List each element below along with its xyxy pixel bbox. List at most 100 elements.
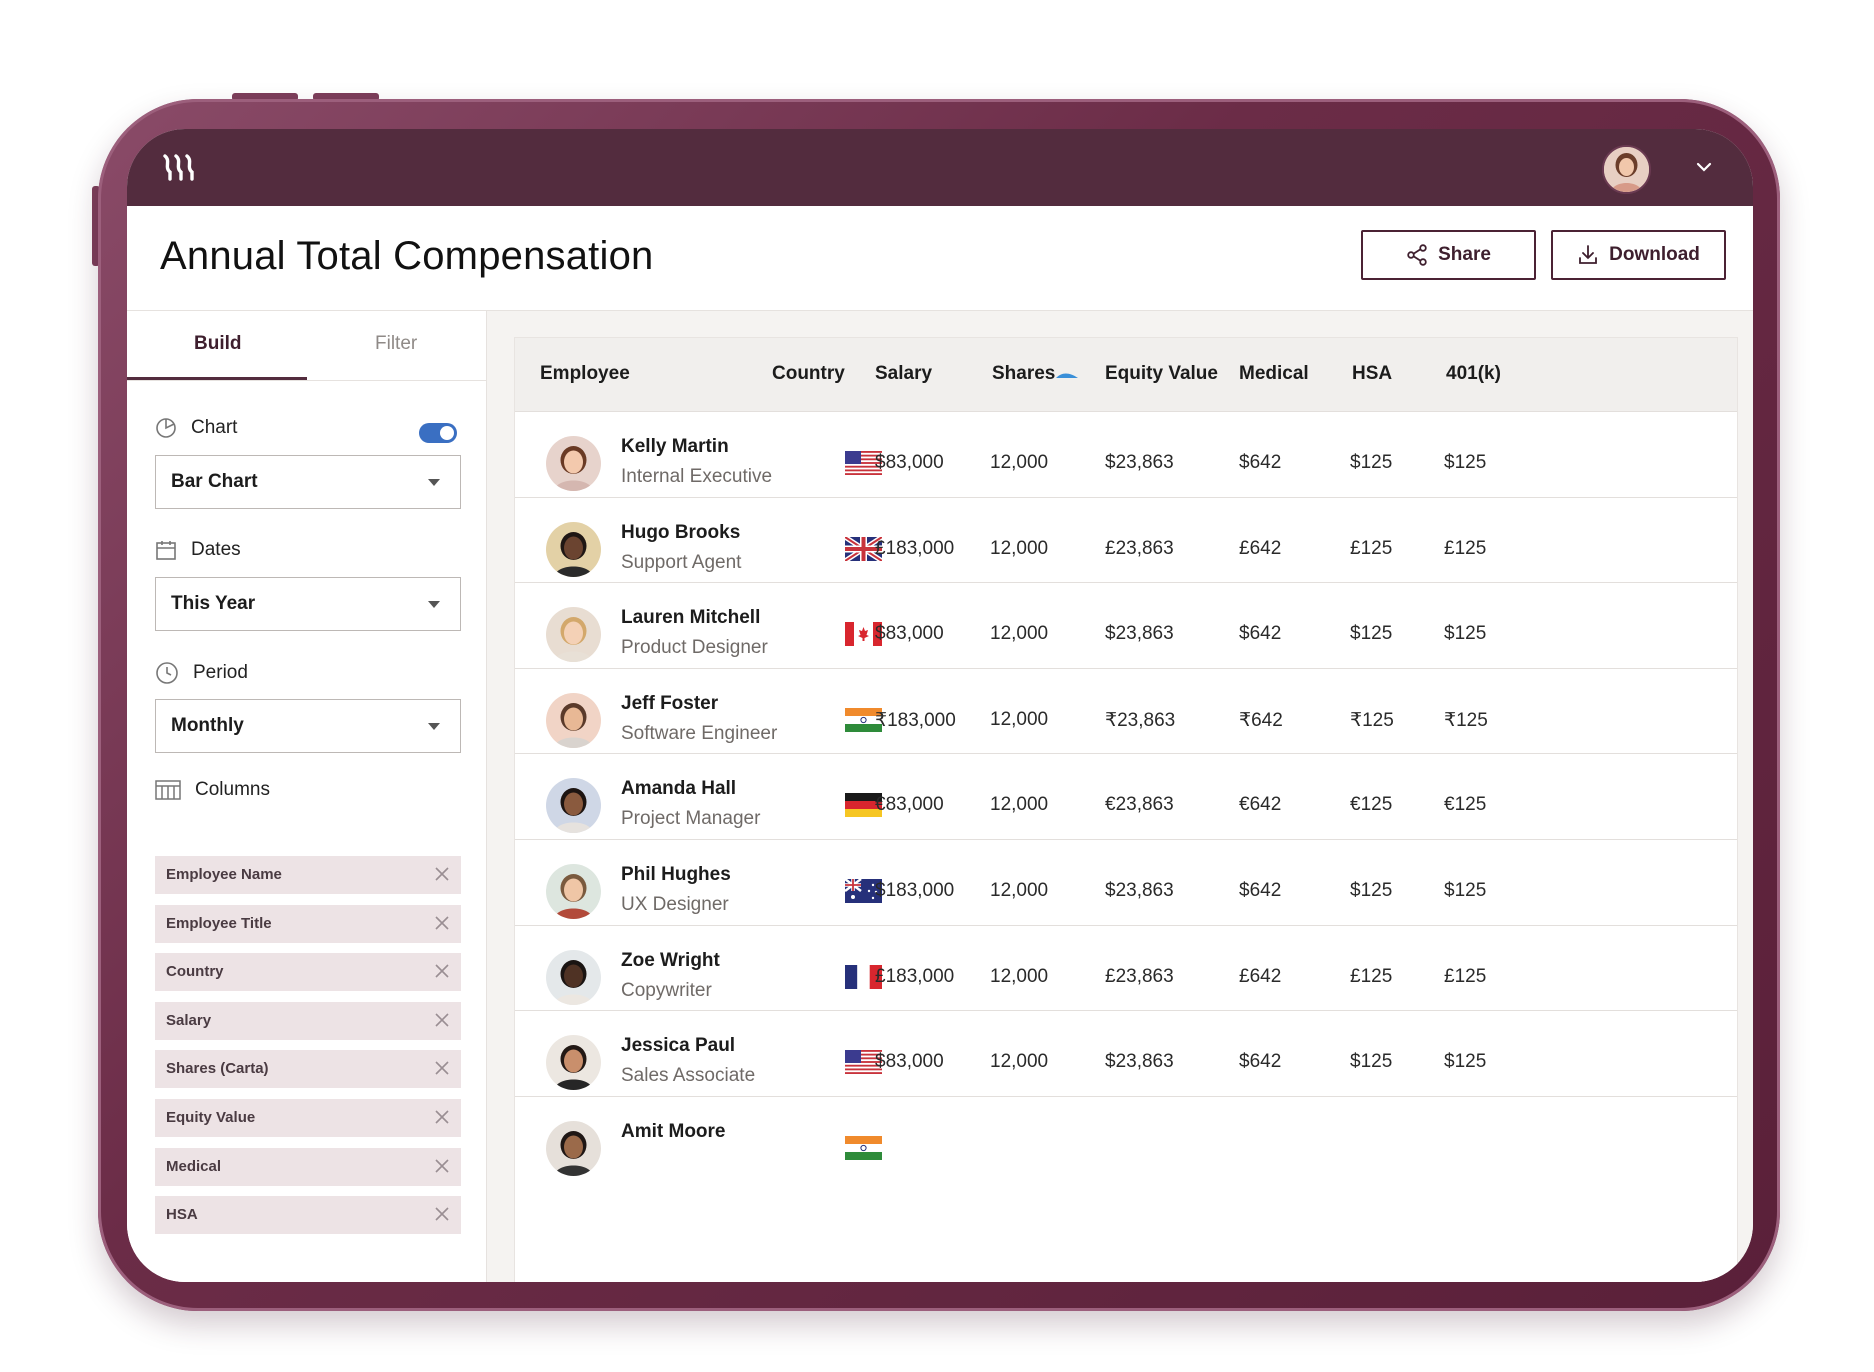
- remove-column-icon[interactable]: [435, 1207, 449, 1221]
- page-title: Annual Total Compensation: [160, 234, 654, 278]
- 401k-cell: $125: [1444, 452, 1487, 473]
- chart-toggle[interactable]: [419, 423, 457, 443]
- chart-type-value: Bar Chart: [171, 471, 258, 492]
- medical-cell: $642: [1239, 623, 1282, 645]
- employee-title: Product Designer: [621, 637, 768, 659]
- column-header-hsa[interactable]: HSA: [1352, 363, 1393, 384]
- person-avatar-icon: [546, 864, 601, 919]
- person-avatar-icon: [546, 607, 601, 663]
- dates-select[interactable]: This Year: [155, 577, 461, 631]
- column-header-shares[interactable]: Shares: [992, 363, 1056, 384]
- table-row[interactable]: Phil Hughes UX Designer $183,000 12,000 $23,…: [515, 839, 1737, 943]
- remove-column-icon[interactable]: [435, 916, 449, 930]
- top-navigation-bar: [127, 129, 1753, 206]
- 401k-cell: $125: [1444, 880, 1487, 901]
- employee-name[interactable]: Amanda Hall: [621, 778, 737, 800]
- person-avatar-icon: [546, 778, 601, 834]
- table-row[interactable]: Zoe Wright Copywriter £183,000 12,000 £23,86…: [515, 924, 1737, 1029]
- equity-value-cell: $23,863: [1105, 880, 1174, 901]
- flag-ca-icon: [845, 622, 882, 647]
- column-chip-label: Employee Title: [166, 914, 272, 932]
- person-avatar-icon: [546, 949, 601, 1005]
- employee-name[interactable]: Lauren Mitchell: [621, 607, 761, 629]
- employee-title: Support Agent: [621, 551, 742, 573]
- columns-section-label: Columns: [155, 779, 270, 801]
- 401k-cell: €125: [1444, 794, 1487, 816]
- caret-down-icon: [428, 723, 440, 730]
- flag-in-icon: [845, 707, 882, 732]
- period-select[interactable]: Monthly: [155, 699, 461, 753]
- period-section-label: Period: [155, 661, 248, 685]
- dates-label: Dates: [191, 539, 241, 560]
- column-header-equity-value[interactable]: Equity Value: [1105, 363, 1218, 384]
- employee-title: Copywriter: [621, 979, 712, 1001]
- flag-au-icon: [845, 879, 882, 903]
- table-row[interactable]: Jeff Foster Software Engineer ₹183,000 12,0…: [515, 667, 1737, 772]
- table-row[interactable]: Amit Moore: [515, 1095, 1737, 1200]
- 401k-cell: $125: [1444, 1051, 1487, 1073]
- column-header-employee[interactable]: Employee: [540, 363, 630, 384]
- remove-column-icon[interactable]: [435, 1159, 449, 1173]
- shares-cell: 12,000: [990, 537, 1049, 559]
- shares-cell: 12,000: [990, 794, 1049, 816]
- equity-value-cell: ₹23,863: [1105, 709, 1176, 731]
- hsa-cell: €125: [1350, 794, 1393, 816]
- remove-column-icon[interactable]: [435, 1013, 449, 1027]
- chevron-down-icon[interactable]: [1695, 155, 1713, 179]
- employee-name[interactable]: Zoe Wright: [621, 949, 720, 971]
- column-header-country[interactable]: Country: [772, 363, 845, 384]
- hsa-cell: $125: [1350, 1051, 1393, 1073]
- download-button[interactable]: Download: [1551, 230, 1726, 280]
- table-row[interactable]: Jessica Paul Sales Associate $83,000 12,000…: [515, 1010, 1737, 1114]
- employee-name[interactable]: Kelly Martin: [621, 436, 729, 457]
- table-row[interactable]: Amanda Hall Project Manager €83,000 12,000 €…: [515, 753, 1737, 857]
- remove-column-icon[interactable]: [435, 1110, 449, 1124]
- 401k-cell: $125: [1444, 623, 1487, 645]
- column-header-medical[interactable]: Medical: [1239, 363, 1309, 384]
- shares-cell: 12,000: [990, 1051, 1049, 1073]
- hsa-cell: £125: [1350, 537, 1393, 559]
- chart-label: Chart: [191, 417, 238, 438]
- person-avatar-icon: [546, 1035, 601, 1091]
- device-button: [92, 186, 100, 266]
- column-chip: Country: [155, 953, 461, 992]
- hsa-cell: £125: [1350, 965, 1393, 987]
- dates-section-label: Dates: [155, 539, 241, 561]
- medical-cell: $642: [1239, 1051, 1282, 1073]
- remove-column-icon[interactable]: [435, 1061, 449, 1075]
- column-chip: Shares (Carta): [155, 1050, 461, 1089]
- clock-icon: [156, 662, 178, 684]
- flag-de-icon: [845, 793, 882, 818]
- table-row[interactable]: Hugo Brooks Support Agent £183,000 12,000 £2…: [515, 496, 1737, 601]
- page-header: Annual Total Compensation Share Download: [127, 206, 1753, 311]
- active-tab-indicator: [127, 377, 307, 380]
- tab-build[interactable]: Build: [194, 333, 242, 354]
- table-row[interactable]: Kelly Martin Internal Executive $83,000 12,…: [515, 411, 1737, 515]
- period-label: Period: [193, 662, 248, 683]
- equity-value-cell: $23,863: [1105, 1051, 1174, 1073]
- employee-name[interactable]: Hugo Brooks: [621, 521, 741, 543]
- 401k-cell: £125: [1444, 537, 1487, 559]
- employee-name[interactable]: Phil Hughes: [621, 864, 731, 885]
- salary-cell: ₹183,000: [875, 709, 956, 731]
- column-header-salary[interactable]: Salary: [875, 363, 933, 384]
- hsa-cell: $125: [1350, 880, 1393, 901]
- salary-cell: €83,000: [875, 794, 944, 816]
- employee-name[interactable]: Amit Moore: [621, 1120, 726, 1142]
- employee-name[interactable]: Jeff Foster: [621, 692, 719, 714]
- remove-column-icon[interactable]: [435, 867, 449, 881]
- user-avatar[interactable]: [1602, 145, 1651, 194]
- columns-label: Columns: [195, 779, 270, 800]
- employee-name[interactable]: Jessica Paul: [621, 1035, 736, 1057]
- remove-column-icon[interactable]: [435, 964, 449, 978]
- column-header-401k[interactable]: 401(k): [1446, 363, 1501, 384]
- column-chip: Employee Name: [155, 856, 461, 894]
- equity-value-cell: €23,863: [1105, 794, 1174, 816]
- tab-filter[interactable]: Filter: [375, 333, 418, 354]
- table-row[interactable]: Lauren Mitchell Product Designer $83,000 12…: [515, 582, 1737, 686]
- hsa-cell: $125: [1350, 452, 1393, 473]
- chart-type-select[interactable]: Bar Chart: [155, 455, 461, 509]
- share-button[interactable]: Share: [1361, 230, 1536, 280]
- salary-cell: $183,000: [875, 880, 955, 901]
- sort-indicator-icon[interactable]: [1055, 371, 1079, 381]
